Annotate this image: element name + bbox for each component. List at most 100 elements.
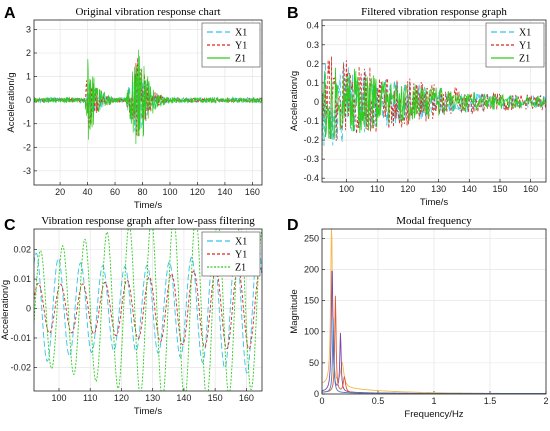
y-axis-label: Acceleration/g [0, 280, 11, 340]
y-tick-label: 0 [314, 97, 319, 107]
y-tick-label: 250 [304, 233, 319, 243]
series-group [322, 56, 546, 161]
x-tick-label: 0.5 [372, 396, 385, 406]
chart-title: Vibration response graph after low-pass … [41, 215, 255, 227]
y-tick-label: 100 [304, 327, 319, 337]
x-tick-label: 100 [162, 187, 177, 197]
axes-frame [33, 228, 263, 392]
x-tick-label: 150 [492, 184, 507, 194]
y-tick-label: 2 [26, 48, 31, 58]
x-tick-label: 100 [51, 393, 66, 403]
panel-letter: C [4, 217, 16, 234]
x-axis-label: Time/s [134, 406, 162, 417]
x-tick-label: 1 [431, 396, 436, 406]
x-tick-label: 150 [208, 393, 223, 403]
y-tick-label: -0.01 [10, 333, 31, 343]
chart-title: Filtered vibration response graph [361, 6, 507, 18]
y-axis-label: Magnitude [289, 289, 300, 333]
y-tick-label: 1 [26, 72, 31, 82]
y-axis-label: Acceleration/g [6, 72, 17, 132]
y-tick-label: 0 [26, 304, 31, 314]
y-tick-label: -1 [23, 119, 31, 129]
legend-label: Z1 [235, 263, 246, 274]
y-tick-label: 0.01 [13, 274, 31, 284]
x-tick-label: 160 [239, 393, 254, 403]
chart-title: Original vibration response chart [75, 6, 220, 18]
x-tick-label: 80 [137, 187, 147, 197]
x-tick-label: 120 [190, 187, 205, 197]
legend-label: X1 [519, 28, 531, 39]
x-tick-label: 140 [176, 393, 191, 403]
x-tick-label: 2 [543, 396, 548, 406]
x-tick-label: 110 [83, 393, 97, 403]
x-tick-label: 140 [217, 187, 232, 197]
x-tick-label: 100 [339, 184, 354, 194]
axes-frame [321, 19, 547, 183]
axes-frame [33, 19, 263, 186]
y-tick-label: 0.02 [13, 245, 31, 255]
y-tick-label: 0.3 [306, 40, 319, 50]
panel-letter: D [287, 217, 299, 234]
y-tick-label: -0.02 [10, 362, 31, 372]
x-tick-label: 120 [114, 393, 129, 403]
y-tick-label: 150 [304, 296, 319, 306]
y-tick-label: 0 [26, 95, 31, 105]
legend-label: X1 [235, 28, 247, 39]
legend-label: X1 [235, 237, 247, 248]
x-tick-label: 130 [431, 184, 446, 194]
y-tick-label: 0 [314, 389, 319, 399]
x-tick-label: 0 [319, 396, 324, 406]
panel-letter: B [287, 5, 299, 22]
axes-frame [321, 228, 547, 395]
series-group [34, 229, 262, 391]
x-tick-label: 140 [462, 184, 477, 194]
series-line-z1 [34, 49, 262, 145]
x-axis-label: Time/s [420, 197, 448, 208]
series-line-y1 [34, 267, 262, 350]
y-tick-label: -0.2 [303, 135, 319, 145]
chart-panel-b: B 100 110 120 130 140 150 160 -0.4 -0.3 -0.2 -0.1 0 0… [287, 5, 547, 208]
y-tick-label: -0.4 [303, 173, 319, 183]
chart-title: Modal frequency [396, 215, 472, 227]
legend: X1 Y1 Z1 [201, 22, 261, 68]
y-tick-label: 3 [26, 24, 31, 34]
legend-label: Z1 [235, 54, 246, 65]
legend-label: Y1 [235, 41, 247, 52]
y-tick-label: 50 [309, 358, 319, 368]
y-tick-label: -0.3 [303, 154, 319, 164]
legend-box [201, 22, 261, 68]
x-tick-label: 160 [523, 184, 538, 194]
legend-label: Z1 [519, 54, 530, 65]
chart-panel-a: A 20 40 60 80 100 120 140 160 -3 -2 -1 0 1 2 3 Original … [4, 5, 263, 211]
panel-letter: A [4, 5, 16, 22]
y-tick-label: -3 [23, 166, 31, 176]
legend: X1 Y1 Z1 [201, 231, 261, 277]
x-tick-label: 160 [245, 187, 260, 197]
y-tick-label: 200 [304, 264, 319, 274]
y-axis-label: Acceleration/g [289, 71, 300, 131]
x-axis-label: Frequency/Hz [404, 409, 463, 420]
series-line-z1 [322, 67, 546, 149]
chart-panel-c: C 100 110 120 130 140 150 160 -0.02 -0.01 0 0.01 0.0… [0, 215, 263, 417]
legend: X1 Y1 Z1 [485, 22, 545, 68]
x-axis-label: Time/s [134, 200, 162, 211]
legend-label: Y1 [235, 250, 247, 261]
x-tick-label: 130 [145, 393, 160, 403]
legend-box [201, 231, 261, 277]
y-tick-label: 0.1 [306, 78, 319, 88]
x-tick-label: 60 [110, 187, 120, 197]
y-tick-label: -0.1 [303, 116, 319, 126]
x-tick-label: 120 [400, 184, 415, 194]
legend-box [485, 22, 545, 68]
chart-panel-d: D 0 0.5 1 1.5 2 0 50 100 150 200 250 Modal frequency… [287, 215, 549, 420]
y-tick-label: -2 [23, 142, 31, 152]
y-tick-label: 0.2 [306, 59, 319, 69]
legend-label: Y1 [519, 41, 531, 52]
x-tick-label: 20 [55, 187, 65, 197]
x-tick-label: 1.5 [484, 396, 497, 406]
y-tick-label: 0.4 [306, 21, 319, 31]
x-tick-label: 40 [83, 187, 93, 197]
x-tick-label: 110 [370, 184, 384, 194]
